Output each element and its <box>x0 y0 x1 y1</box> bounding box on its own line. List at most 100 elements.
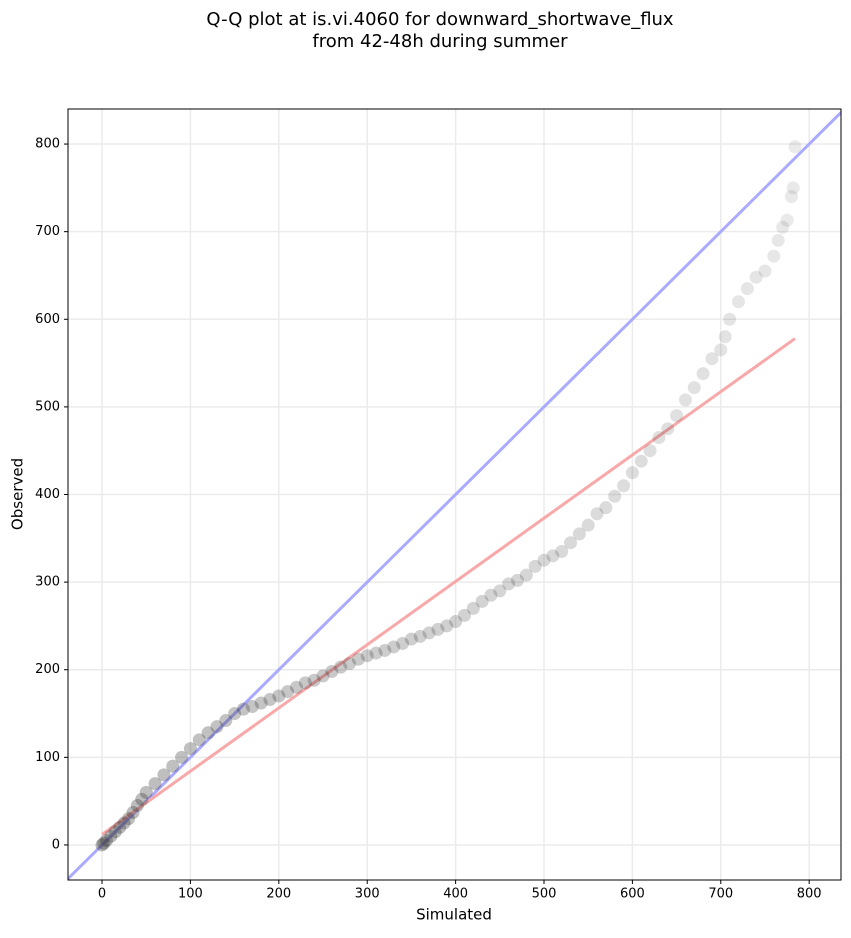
x-tick-label: 600 <box>620 887 645 902</box>
point <box>245 700 259 714</box>
plot-area <box>68 110 841 880</box>
point <box>749 270 763 284</box>
point <box>343 657 357 671</box>
point <box>528 559 542 573</box>
y-tick-label: 800 <box>35 137 60 152</box>
y-tick-label: 500 <box>35 399 60 414</box>
y-tick-label: 400 <box>35 487 60 502</box>
point <box>175 750 189 764</box>
point <box>705 352 719 366</box>
point <box>771 233 785 247</box>
y-tick-label: 300 <box>35 575 60 590</box>
point <box>360 649 374 663</box>
point <box>502 577 516 591</box>
y-axis-label: Observed <box>9 458 27 530</box>
point <box>316 669 330 683</box>
y-tick-label: 0 <box>52 837 60 852</box>
point <box>767 249 781 263</box>
point <box>298 676 312 690</box>
point <box>307 673 321 687</box>
point <box>786 181 800 195</box>
point <box>192 733 206 747</box>
point <box>590 507 604 521</box>
point <box>201 726 215 740</box>
point <box>97 836 111 850</box>
point <box>572 527 586 541</box>
point <box>378 643 392 657</box>
y-tick-label: 700 <box>35 224 60 239</box>
reference-line <box>101 337 796 836</box>
reference-line <box>68 110 841 880</box>
point <box>714 343 728 357</box>
x-tick-label: 100 <box>178 887 203 902</box>
point <box>369 646 383 660</box>
point <box>718 330 732 344</box>
point <box>723 312 737 326</box>
point <box>670 409 684 423</box>
point <box>139 785 153 799</box>
point <box>95 838 109 852</box>
x-axis-label: Simulated <box>416 906 492 924</box>
point <box>784 190 798 204</box>
x-tick-label: 700 <box>708 887 733 902</box>
point <box>687 381 701 395</box>
point <box>108 825 122 839</box>
point <box>422 626 436 640</box>
point <box>440 619 454 633</box>
point <box>396 636 410 650</box>
point <box>696 367 710 381</box>
x-tick-label: 0 <box>98 887 106 902</box>
point <box>678 393 692 407</box>
point <box>457 608 471 622</box>
point <box>634 454 648 468</box>
point <box>510 573 524 587</box>
point <box>546 549 560 563</box>
point <box>776 220 790 234</box>
point <box>431 622 445 636</box>
point <box>219 714 233 728</box>
point <box>449 615 463 629</box>
point <box>126 806 140 820</box>
point <box>493 584 507 598</box>
point <box>254 696 268 710</box>
y-tick-label: 200 <box>35 662 60 677</box>
chart-title: Q-Q plot at is.vi.4060 for downward_shor… <box>206 9 674 30</box>
point <box>413 629 427 643</box>
point <box>351 652 365 666</box>
point <box>117 816 131 830</box>
point <box>617 479 631 493</box>
point <box>272 689 286 703</box>
point <box>466 601 480 615</box>
point <box>740 282 754 296</box>
y-tick-label: 600 <box>35 312 60 327</box>
point <box>210 720 224 734</box>
point <box>387 640 401 654</box>
point <box>564 536 578 550</box>
point <box>281 685 295 699</box>
y-tick-label: 100 <box>35 750 60 765</box>
point <box>289 680 303 694</box>
point <box>325 664 339 678</box>
x-tick-label: 400 <box>443 887 468 902</box>
x-tick-label: 300 <box>355 887 380 902</box>
point <box>122 812 136 826</box>
point <box>113 820 127 834</box>
point <box>157 768 171 782</box>
point <box>652 431 666 445</box>
point <box>104 829 118 843</box>
point <box>183 742 197 756</box>
point <box>599 501 613 515</box>
point <box>643 444 657 458</box>
point <box>780 213 794 227</box>
point <box>788 140 802 154</box>
point <box>484 588 498 602</box>
point <box>519 568 533 582</box>
point <box>581 518 595 532</box>
chart-title: from 42-48h during summer <box>312 31 568 52</box>
point <box>334 660 348 674</box>
point <box>758 264 772 278</box>
point <box>228 707 242 721</box>
point <box>537 553 551 567</box>
point <box>130 799 144 813</box>
